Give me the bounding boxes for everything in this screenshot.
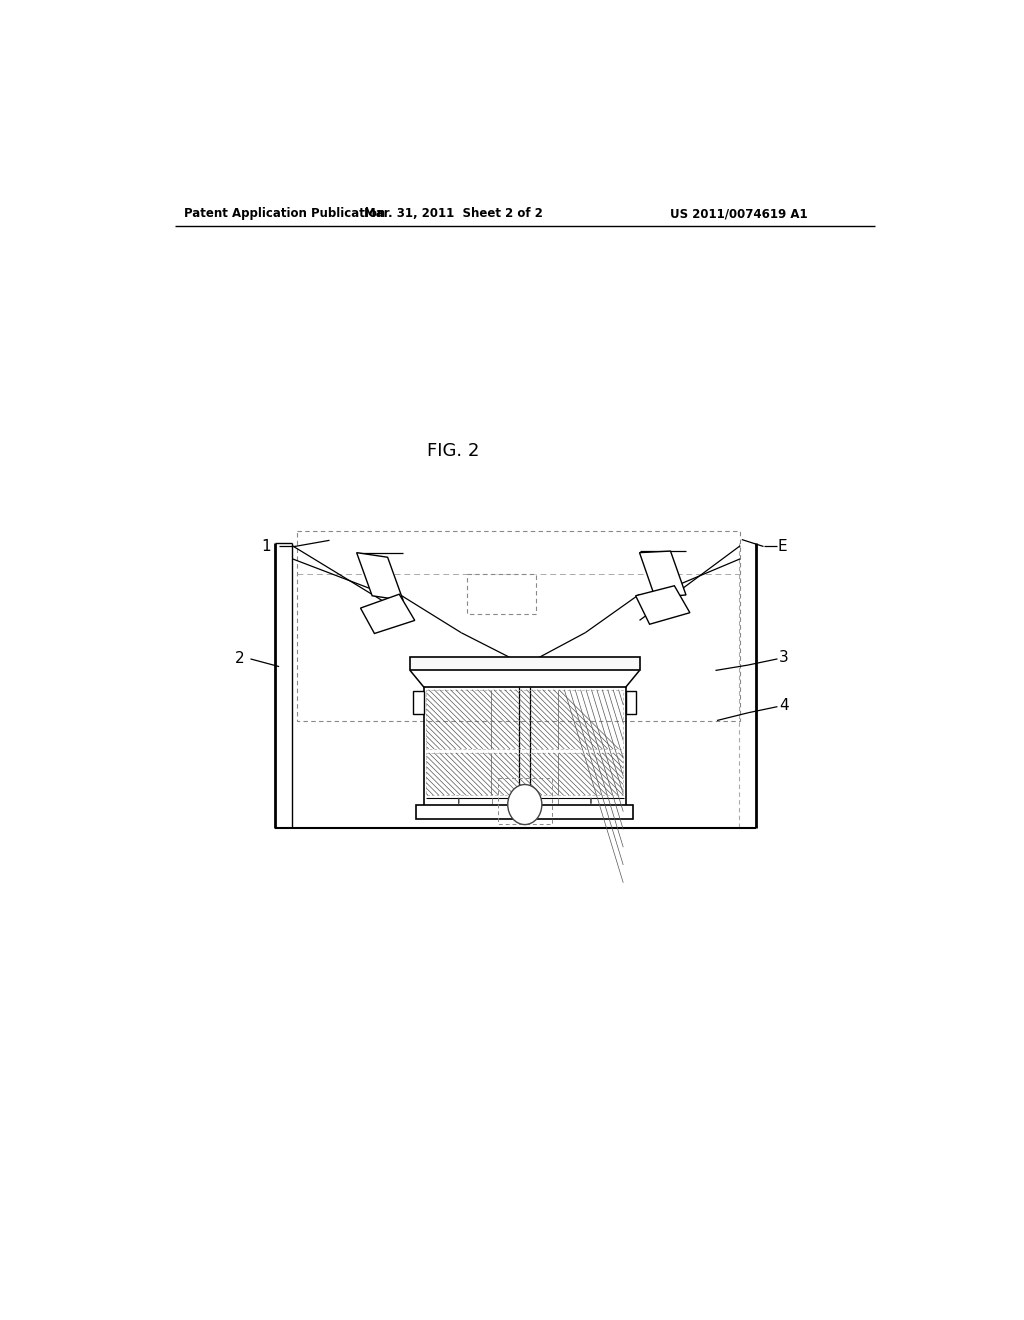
Bar	[426, 689, 624, 748]
Polygon shape	[636, 586, 690, 624]
Text: Mar. 31, 2011  Sheet 2 of 2: Mar. 31, 2011 Sheet 2 of 2	[365, 207, 543, 220]
Bar	[297, 531, 740, 721]
Bar	[498, 777, 552, 824]
Bar	[410, 656, 640, 671]
Bar	[467, 574, 536, 614]
Bar	[417, 805, 633, 818]
Polygon shape	[640, 552, 686, 597]
Text: 1: 1	[262, 539, 271, 554]
Ellipse shape	[508, 784, 542, 825]
Text: Patent Application Publication: Patent Application Publication	[183, 207, 385, 220]
Text: 3: 3	[779, 649, 788, 665]
Text: 4: 4	[779, 697, 788, 713]
Polygon shape	[356, 553, 403, 601]
Text: FIG. 2: FIG. 2	[427, 442, 479, 459]
Text: 2: 2	[234, 651, 245, 667]
Bar	[626, 692, 636, 714]
Bar	[426, 752, 624, 795]
Text: US 2011/0074619 A1: US 2011/0074619 A1	[671, 207, 808, 220]
Bar	[414, 692, 424, 714]
Polygon shape	[360, 594, 415, 634]
Text: E: E	[777, 539, 787, 554]
